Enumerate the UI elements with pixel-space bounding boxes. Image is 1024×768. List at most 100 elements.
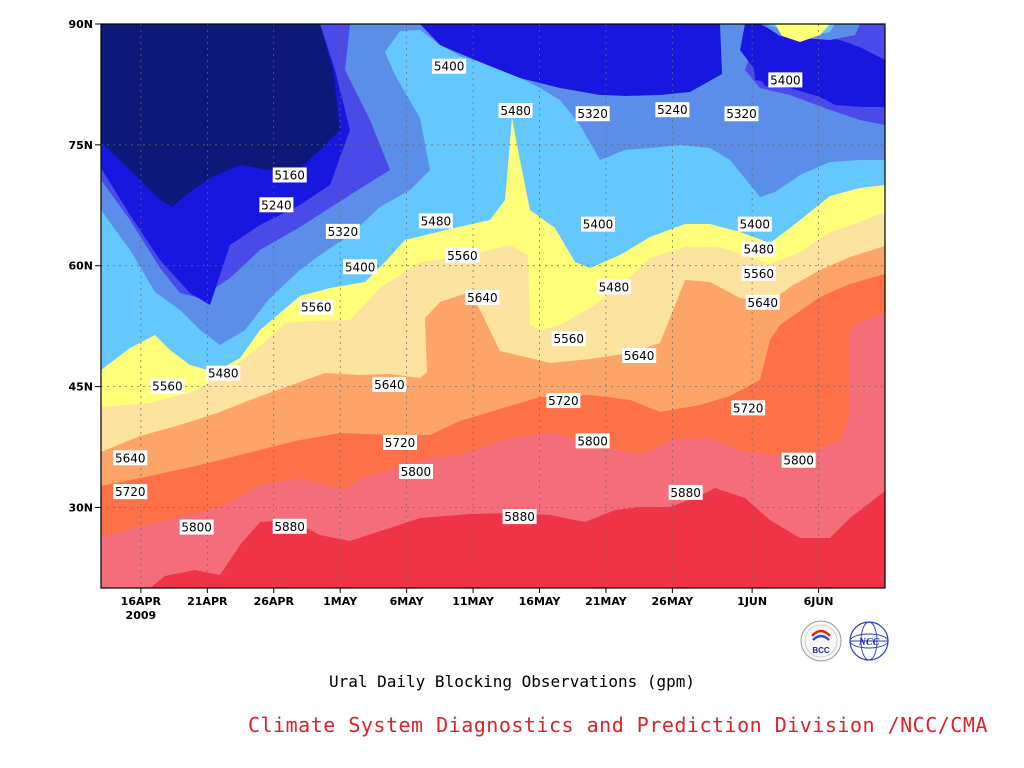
plot-area: 5160 5240 5320 5400 5480 5560 5400 5480 5320 5240… [101, 24, 885, 588]
contour-label-text: 5640 [467, 291, 498, 305]
contour-label: 5720 [546, 393, 581, 409]
y-tick-label: 75N [68, 139, 93, 152]
contour-label-text: 5240 [657, 103, 688, 117]
contour-label-text: 5480 [208, 367, 239, 381]
contour-label: 5800 [781, 452, 816, 468]
contour-label-text: 5720 [385, 436, 416, 450]
x-tick-label: 16MAY [519, 595, 562, 608]
contour-label-text: 5560 [152, 380, 183, 394]
contour-label-box [272, 167, 307, 183]
contour-label-box [781, 452, 816, 468]
y-tick-label: 45N [68, 381, 93, 394]
x-tick-label: 21MAY [585, 595, 628, 608]
contour-label-text: 5800 [401, 465, 432, 479]
contour-label-box [498, 103, 533, 119]
contour-label: 5400 [343, 259, 378, 275]
x-tick-label: 26APR [254, 595, 295, 608]
contour-label-text: 5880 [274, 520, 305, 534]
contour-label-box [343, 259, 378, 275]
contour-label-text: 5400 [434, 60, 465, 74]
contour-label-text: 5320 [726, 107, 757, 121]
y-tick-label: 90N [68, 18, 93, 31]
contour-label-text: 5720 [733, 401, 764, 415]
contour-label-box [398, 463, 433, 479]
contour-label: 5640 [465, 289, 500, 305]
x-tick-label: 26MAY [652, 595, 695, 608]
contour-label-text: 5480 [500, 104, 531, 118]
x-tick-label: 11MAY [452, 595, 495, 608]
contour-label: 5320 [724, 106, 759, 122]
contour-label-text: 5480 [421, 214, 452, 228]
contour-label: 5720 [382, 434, 417, 450]
contour-label: 5720 [113, 484, 148, 500]
contour-label: 5640 [745, 294, 780, 310]
contour-label-box [655, 102, 690, 118]
fill-5160-band [101, 24, 340, 207]
x-tick-label: 1MAY [323, 595, 358, 608]
contour-label-box [737, 216, 772, 232]
contour-label: 5880 [272, 518, 307, 534]
contour-label-box [731, 400, 766, 416]
contour-label-text: 5400 [740, 218, 771, 232]
contour-label-box [551, 331, 586, 347]
contour-label: 5480 [418, 213, 453, 229]
y-tick-label: 60N [68, 260, 93, 273]
contour-label-box [372, 376, 407, 392]
contour-label-text: 5720 [548, 394, 579, 408]
contour-label-text: 5560 [553, 332, 584, 346]
contour-label: 5480 [498, 103, 533, 119]
contour-label: 5560 [150, 378, 185, 394]
x-tick-label: 16APR [121, 595, 162, 608]
contour-label: 5400 [768, 72, 803, 88]
y-tick-label: 30N [68, 501, 93, 514]
contour-label: 5640 [372, 376, 407, 392]
x-tick-label: 21APR [187, 595, 228, 608]
contour-label-box [580, 216, 615, 232]
contour-label-box [113, 450, 148, 466]
contour-labels: 5160 5240 5320 5400 5480 5560 5400 5480 5320 5240… [113, 58, 816, 535]
bcc-logo: BCC [800, 620, 842, 662]
contour-label-text: 5400 [583, 218, 614, 232]
contour-label-text: 5160 [274, 168, 305, 182]
contour-label-box [206, 365, 241, 381]
contour-label-text: 5480 [599, 280, 630, 294]
contour-label: 5640 [622, 347, 657, 363]
contour-label: 5400 [580, 216, 615, 232]
contour-label: 5880 [502, 509, 537, 525]
svg-text:NCC: NCC [858, 637, 880, 648]
credit-line: Climate System Diagnostics and Predictio… [248, 713, 988, 737]
contour-label: 5720 [731, 400, 766, 416]
x-tick-label: 6JUN [804, 595, 834, 608]
contour-label-text: 5320 [328, 225, 359, 239]
x-tick-label: 1JUN [737, 595, 767, 608]
contour-label-box [113, 484, 148, 500]
contour-label-text: 5560 [743, 267, 774, 281]
contour-label-box [179, 519, 214, 535]
contour-label-box [741, 265, 776, 281]
contour-label-box [382, 434, 417, 450]
contour-label: 5640 [113, 450, 148, 466]
contour-label-text: 5400 [770, 73, 801, 87]
contour-label: 5880 [668, 484, 703, 500]
contour-label-box [596, 279, 631, 295]
contour-label-text: 5640 [624, 349, 655, 363]
contour-label-text: 5880 [504, 510, 535, 524]
contour-label: 5400 [737, 216, 772, 232]
contour-label-box [546, 393, 581, 409]
contour-label-box [465, 289, 500, 305]
contour-label-box [502, 509, 537, 525]
x-tick-label: 6MAY [390, 595, 425, 608]
contour-label-box [272, 518, 307, 534]
contour-label-text: 5400 [345, 260, 376, 274]
contour-label-box [745, 294, 780, 310]
svg-text:BCC: BCC [812, 646, 830, 655]
x-year-label: 2009 [126, 609, 157, 622]
ncc-logo: NCC [845, 620, 893, 662]
contour-label-text: 5640 [115, 451, 146, 465]
contour-label-text: 5800 [181, 521, 212, 535]
contour-label-box [768, 72, 803, 88]
contour-label-text: 5560 [301, 301, 332, 315]
contour-label: 5480 [206, 365, 241, 381]
contour-label-text: 5480 [743, 243, 774, 257]
